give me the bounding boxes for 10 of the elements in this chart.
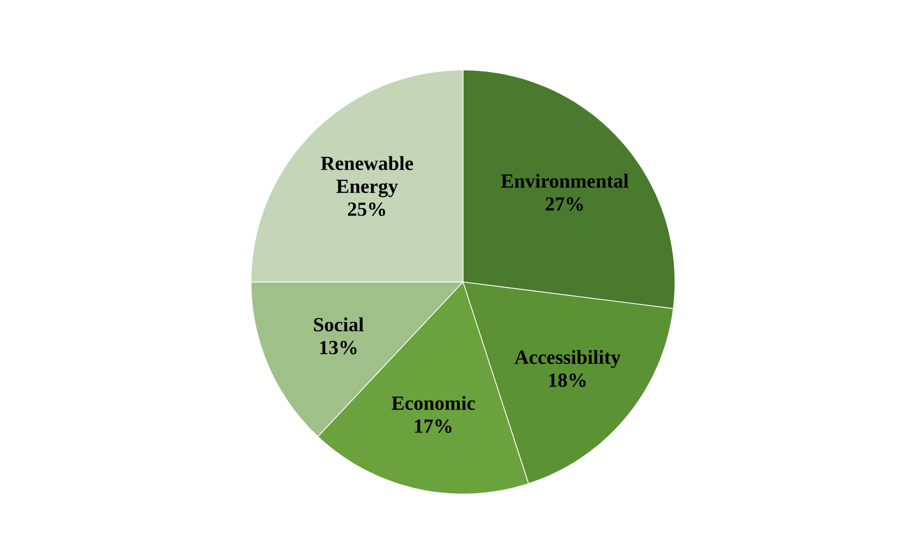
data-label: 27% <box>546 197 583 211</box>
data-label: 25% <box>348 202 386 216</box>
slice-label: Economic <box>392 396 475 410</box>
slice-label: Accessibility <box>514 350 620 368</box>
data-label: 13% <box>320 340 357 354</box>
slice-label: Social <box>314 317 364 332</box>
slice-label: Renewable Energy <box>320 156 414 198</box>
data-label: 18% <box>549 373 586 387</box>
data-label: 17% <box>415 419 452 433</box>
slice-label: Environmental <box>501 174 628 188</box>
